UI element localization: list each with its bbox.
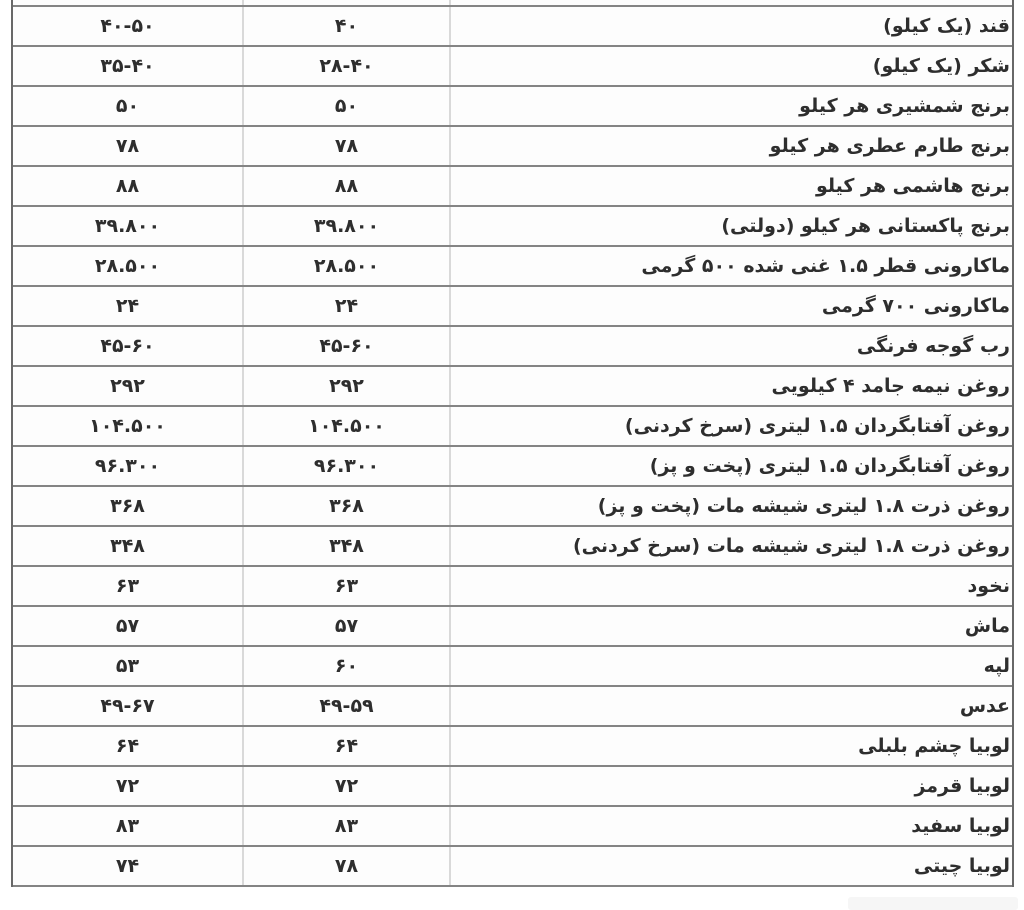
price-cell-left: ۸۳ xyxy=(13,807,244,845)
price-cell-left: ۷۸ xyxy=(13,127,244,165)
table-row: ۳۶۸ ۳۶۸ روغن ذرت ۱.۸ لیتری شیشه مات (پخت و… xyxy=(13,487,1012,527)
price-cell-mid: ۳۹.۸۰۰ xyxy=(244,207,451,245)
price-cell-mid: ۵۷ xyxy=(244,607,451,645)
price-cell-left: ۴۵-۶۰ xyxy=(13,327,244,365)
item-name-cell: شکر (یک کیلو) xyxy=(872,55,1010,77)
price-cell-left: ۹۶.۳۰۰ xyxy=(13,447,244,485)
item-name-cell xyxy=(451,0,1012,5)
table-row: ۶۳ ۶۳ نخود xyxy=(13,567,1012,607)
item-name-cell: عدس xyxy=(959,695,1010,717)
table-row: ۲۴ ۲۴ ماکارونی ۷۰۰ گرمی xyxy=(13,287,1012,327)
item-name-cell: ماش xyxy=(964,615,1010,637)
item-name-cell: رب گوجه فرنگی xyxy=(856,335,1010,357)
price-cell-left: ۲۴ xyxy=(13,287,244,325)
table-row: ۵۳ ۶۰ لپه xyxy=(13,647,1012,687)
item-name-cell: لوبیا سفید xyxy=(911,815,1010,837)
item-name-cell: روغن آفتابگردان ۱.۵ لیتری (پخت و پز) xyxy=(649,455,1010,477)
item-name-cell: روغن ذرت ۱.۸ لیتری شیشه مات (پخت و پز) xyxy=(597,495,1010,517)
table-row: ۷۸ ۷۸ برنج طارم عطری هر کیلو xyxy=(13,127,1012,167)
item-name-cell: لوبیا قرمز xyxy=(914,775,1010,797)
price-cell-left: ۳۴۸ xyxy=(13,527,244,565)
price-cell-mid: ۶۳ xyxy=(244,567,451,605)
table-row: ۷۲ ۷۲ لوبیا قرمز xyxy=(13,767,1012,807)
price-cell-left: ۶۳ xyxy=(13,567,244,605)
table-row-partial-top xyxy=(13,0,1012,7)
table-row: ۵۷ ۵۷ ماش xyxy=(13,607,1012,647)
table-row: ۳۴۸ ۳۴۸ روغن ذرت ۱.۸ لیتری شیشه مات (سرخ ک… xyxy=(13,527,1012,567)
item-name-cell: روغن نیمه جامد ۴ کیلویی xyxy=(771,375,1010,397)
price-cell-left: ۵۰ xyxy=(13,87,244,125)
price-cell-mid: ۲۴ xyxy=(244,287,451,325)
price-cell-left: ۷۴ xyxy=(13,847,244,885)
price-cell-left: ۸۸ xyxy=(13,167,244,205)
price-cell-mid: ۹۶.۳۰۰ xyxy=(244,447,451,485)
price-cell-left: ۳۶۸ xyxy=(13,487,244,525)
item-name-cell: برنج هاشمی هر کیلو xyxy=(815,175,1010,197)
table-row: ۳۹.۸۰۰ ۳۹.۸۰۰ برنج پاکستانی هر کیلو (دولتی… xyxy=(13,207,1012,247)
table-row: ۱۰۴.۵۰۰ ۱۰۴.۵۰۰ روغن آفتابگردان ۱.۵ لیتری … xyxy=(13,407,1012,447)
table-row: ۳۵-۴۰ ۲۸-۴۰ شکر (یک کیلو) xyxy=(13,47,1012,87)
price-cell-mid: ۷۸ xyxy=(244,847,451,885)
price-cell-mid xyxy=(244,0,451,5)
price-cell-left: ۵۳ xyxy=(13,647,244,685)
price-cell-left: ۶۴ xyxy=(13,727,244,765)
table-row: ۸۳ ۸۳ لوبیا سفید xyxy=(13,807,1012,847)
price-cell-mid: ۳۴۸ xyxy=(244,527,451,565)
price-cell-mid: ۱۰۴.۵۰۰ xyxy=(244,407,451,445)
table-body: ۴۰-۵۰ ۴۰ قند (یک کیلو) ۳۵-۴۰ ۲۸-۴۰ شکر (یک کی… xyxy=(13,7,1012,887)
bottom-right-smudge xyxy=(848,897,1018,910)
item-name-cell: لپه xyxy=(983,655,1010,677)
price-cell-mid: ۲۸-۴۰ xyxy=(244,47,451,85)
price-cell-mid: ۵۰ xyxy=(244,87,451,125)
price-cell-left: ۴۹-۶۷ xyxy=(13,687,244,725)
price-cell-left: ۴۰-۵۰ xyxy=(13,7,244,45)
price-cell-mid: ۶۰ xyxy=(244,647,451,685)
item-name-cell: نخود xyxy=(967,575,1010,597)
item-name-cell: برنج پاکستانی هر کیلو (دولتی) xyxy=(721,215,1010,237)
item-name-cell: برنج شمشیری هر کیلو xyxy=(799,95,1010,117)
price-cell-mid: ۲۸.۵۰۰ xyxy=(244,247,451,285)
price-cell-mid: ۷۸ xyxy=(244,127,451,165)
price-cell-mid: ۴۹-۵۹ xyxy=(244,687,451,725)
item-name-cell: برنج طارم عطری هر کیلو xyxy=(769,135,1010,157)
price-cell-mid: ۶۴ xyxy=(244,727,451,765)
price-cell-left: ۷۲ xyxy=(13,767,244,805)
item-name-cell: روغن آفتابگردان ۱.۵ لیتری (سرخ کردنی) xyxy=(624,415,1010,437)
item-name-cell: لوبیا چیتی xyxy=(913,855,1010,877)
table-row: ۷۴ ۷۸ لوبیا چیتی xyxy=(13,847,1012,887)
price-cell-left: ۳۹.۸۰۰ xyxy=(13,207,244,245)
item-name-cell: روغن ذرت ۱.۸ لیتری شیشه مات (سرخ کردنی) xyxy=(572,535,1010,557)
table-row: ۶۴ ۶۴ لوبیا چشم بلبلی xyxy=(13,727,1012,767)
price-cell-mid: ۷۲ xyxy=(244,767,451,805)
price-cell-mid: ۳۶۸ xyxy=(244,487,451,525)
table-row: ۸۸ ۸۸ برنج هاشمی هر کیلو xyxy=(13,167,1012,207)
item-name-cell: لوبیا چشم بلبلی xyxy=(858,735,1010,757)
price-cell-mid: ۲۹۲ xyxy=(244,367,451,405)
table-row: ۴۹-۶۷ ۴۹-۵۹ عدس xyxy=(13,687,1012,727)
price-cell-mid: ۸۳ xyxy=(244,807,451,845)
price-cell-left: ۱۰۴.۵۰۰ xyxy=(13,407,244,445)
table-row: ۴۵-۶۰ ۴۵-۶۰ رب گوجه فرنگی xyxy=(13,327,1012,367)
price-cell-left: ۵۷ xyxy=(13,607,244,645)
item-name-cell: ماکارونی ۷۰۰ گرمی xyxy=(821,295,1010,317)
item-name-cell: ماکارونی قطر ۱.۵ غنی شده ۵۰۰ گرمی xyxy=(641,255,1010,277)
item-name-cell: قند (یک کیلو) xyxy=(883,15,1010,37)
table-row: ۲۸.۵۰۰ ۲۸.۵۰۰ ماکارونی قطر ۱.۵ غنی شده ۵۰۰… xyxy=(13,247,1012,287)
table-row: ۲۹۲ ۲۹۲ روغن نیمه جامد ۴ کیلویی xyxy=(13,367,1012,407)
price-cell-mid: ۸۸ xyxy=(244,167,451,205)
price-cell-left: ۳۵-۴۰ xyxy=(13,47,244,85)
price-cell-left xyxy=(13,0,244,5)
price-cell-mid: ۴۵-۶۰ xyxy=(244,327,451,365)
price-cell-left: ۲۸.۵۰۰ xyxy=(13,247,244,285)
price-cell-mid: ۴۰ xyxy=(244,7,451,45)
table-row: ۴۰-۵۰ ۴۰ قند (یک کیلو) xyxy=(13,7,1012,47)
table-row: ۵۰ ۵۰ برنج شمشیری هر کیلو xyxy=(13,87,1012,127)
table-row: ۹۶.۳۰۰ ۹۶.۳۰۰ روغن آفتابگردان ۱.۵ لیتری (پ… xyxy=(13,447,1012,487)
price-cell-left: ۲۹۲ xyxy=(13,367,244,405)
price-table: ۴۰-۵۰ ۴۰ قند (یک کیلو) ۳۵-۴۰ ۲۸-۴۰ شکر (یک کی… xyxy=(11,0,1014,887)
